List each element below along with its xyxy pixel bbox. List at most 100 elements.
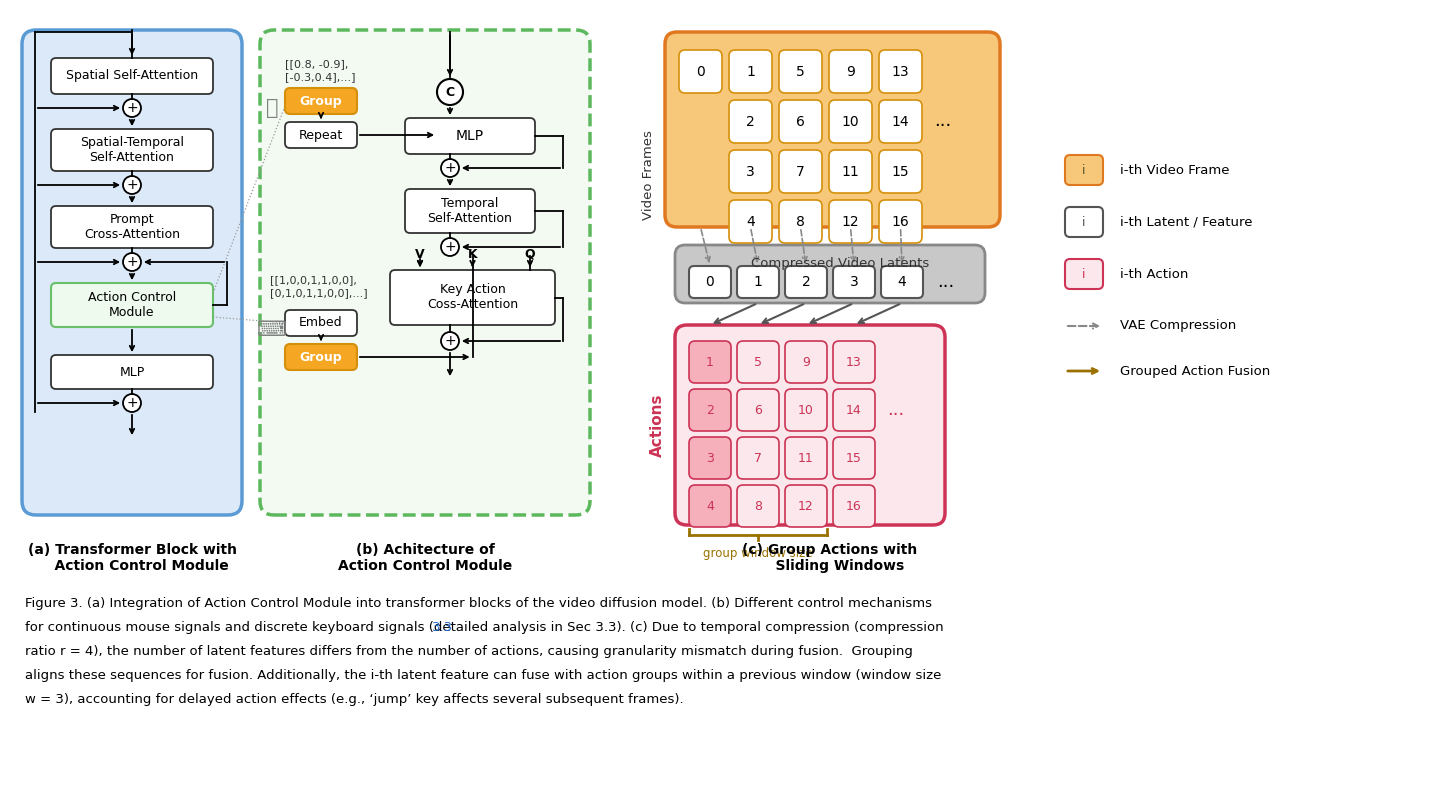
Text: [[0.8, -0.9],: [[0.8, -0.9], [285,59,348,69]
FancyBboxPatch shape [737,389,779,431]
Text: (a) Transformer Block with: (a) Transformer Block with [27,543,236,557]
FancyBboxPatch shape [829,200,873,243]
Text: 16: 16 [891,214,910,229]
Text: 11: 11 [798,451,814,464]
Text: Spatial-Temporal
Self-Attention: Spatial-Temporal Self-Attention [81,136,184,164]
FancyBboxPatch shape [665,32,999,227]
FancyBboxPatch shape [737,341,779,383]
Text: Group: Group [300,351,343,364]
FancyBboxPatch shape [832,341,876,383]
Text: Video Frames: Video Frames [642,130,655,220]
Text: 1: 1 [753,275,762,289]
Text: group window size: group window size [703,547,812,559]
FancyBboxPatch shape [680,50,721,93]
FancyBboxPatch shape [50,58,213,94]
FancyBboxPatch shape [881,266,923,298]
Text: 1: 1 [746,65,755,78]
Text: 13: 13 [891,65,909,78]
FancyBboxPatch shape [390,270,554,325]
Circle shape [122,253,141,271]
Text: 4: 4 [746,214,755,229]
FancyBboxPatch shape [285,310,357,336]
FancyBboxPatch shape [878,100,922,143]
Text: (c) Group Actions with: (c) Group Actions with [743,543,917,557]
FancyBboxPatch shape [737,485,779,527]
Text: Compressed Video Latents: Compressed Video Latents [750,256,929,269]
FancyBboxPatch shape [285,122,357,148]
Text: 3.3: 3.3 [432,621,454,634]
Text: 8: 8 [755,499,762,512]
Circle shape [441,332,459,350]
FancyBboxPatch shape [688,437,732,479]
Text: ...: ... [887,401,904,419]
Text: i-th Action: i-th Action [1120,268,1188,280]
Circle shape [441,159,459,177]
Text: Figure 3. (a) Integration of Action Control Module into transformer blocks of th: Figure 3. (a) Integration of Action Cont… [24,597,932,610]
Text: Action Control Module: Action Control Module [35,559,229,573]
Text: Action Control
Module: Action Control Module [88,291,176,319]
Text: C: C [445,85,455,98]
Text: i-th Latent / Feature: i-th Latent / Feature [1120,216,1253,229]
Text: 15: 15 [891,165,909,178]
Text: ⌨: ⌨ [256,320,287,340]
Text: (b) Achitecture of: (b) Achitecture of [356,543,494,557]
Text: 10: 10 [798,403,814,416]
Text: 3: 3 [746,165,755,178]
Text: +: + [444,161,456,175]
Text: 7: 7 [796,165,805,178]
Text: +: + [127,396,138,410]
FancyBboxPatch shape [729,200,772,243]
FancyBboxPatch shape [50,206,213,248]
Text: Key Action
Coss-Attention: Key Action Coss-Attention [426,284,518,312]
FancyBboxPatch shape [22,30,242,515]
FancyBboxPatch shape [829,150,873,193]
Text: +: + [127,101,138,115]
Text: V: V [415,248,425,260]
Text: 13: 13 [847,356,863,368]
FancyBboxPatch shape [405,118,536,154]
Text: Temporal
Self-Attention: Temporal Self-Attention [428,197,513,225]
FancyBboxPatch shape [785,341,827,383]
Text: 12: 12 [842,214,860,229]
FancyBboxPatch shape [1066,155,1103,185]
Text: 12: 12 [798,499,814,512]
FancyBboxPatch shape [785,485,827,527]
Text: Embed: Embed [300,316,343,329]
Text: +: + [444,334,456,348]
FancyBboxPatch shape [779,150,822,193]
FancyBboxPatch shape [829,50,873,93]
Text: 4: 4 [897,275,906,289]
Text: i: i [1083,216,1086,229]
Text: 0: 0 [696,65,704,78]
FancyBboxPatch shape [261,30,590,515]
Text: 🖱: 🖱 [266,98,278,118]
FancyBboxPatch shape [832,485,876,527]
FancyBboxPatch shape [829,100,873,143]
Text: Q: Q [524,248,536,260]
Text: Action Control Module: Action Control Module [338,559,513,573]
FancyBboxPatch shape [832,437,876,479]
Text: [[1,0,0,1,1,0,0],: [[1,0,0,1,1,0,0], [271,275,357,285]
Text: 2: 2 [746,114,755,129]
FancyBboxPatch shape [832,389,876,431]
Circle shape [122,176,141,194]
Circle shape [441,238,459,256]
Text: 5: 5 [796,65,805,78]
FancyBboxPatch shape [1066,259,1103,289]
FancyBboxPatch shape [688,389,732,431]
Text: 11: 11 [841,165,860,178]
Circle shape [122,99,141,117]
Text: 7: 7 [755,451,762,464]
Text: w = 3), accounting for delayed action effects (e.g., ‘jump’ key affects several : w = 3), accounting for delayed action ef… [24,693,684,706]
FancyBboxPatch shape [688,266,732,298]
FancyBboxPatch shape [779,50,822,93]
FancyBboxPatch shape [729,100,772,143]
Text: +: + [127,255,138,269]
FancyBboxPatch shape [405,189,536,233]
Text: ...: ... [937,273,955,291]
Text: 1: 1 [706,356,714,368]
Text: Grouped Action Fusion: Grouped Action Fusion [1120,364,1270,377]
FancyBboxPatch shape [878,50,922,93]
Text: aligns these sequences for fusion. Additionally, the i-th latent feature can fus: aligns these sequences for fusion. Addit… [24,669,942,682]
Text: Sliding Windows: Sliding Windows [756,559,904,573]
